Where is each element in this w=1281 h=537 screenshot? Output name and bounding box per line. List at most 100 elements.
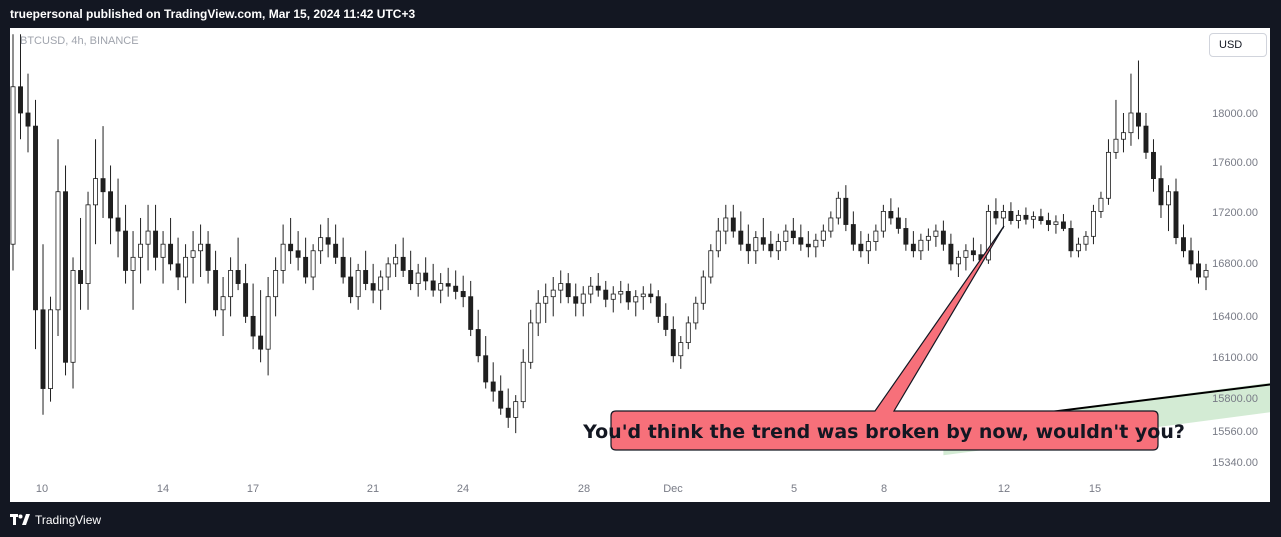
candle-body [1173,191,1179,239]
candle-body [430,280,436,291]
candle-body [18,86,23,114]
candle-body [873,230,879,242]
candle [490,362,496,402]
candle [55,139,61,337]
candle-body [475,329,481,357]
candle [790,217,796,245]
y-tick-label: 17600.00 [1212,157,1258,169]
candle [153,204,159,271]
x-tick-label: 17 [247,483,259,495]
candle [948,233,954,271]
candle [618,280,624,304]
candle [175,237,181,291]
candle [1121,113,1126,153]
candles-layer [10,34,1209,434]
x-tick-label: 12 [998,483,1010,495]
chart-panel[interactable]: 18000.00 17600.00 17200.00 16800.00 16400.00… [10,28,1270,502]
chart-canvas[interactable]: 18000.00 17600.00 17200.00 16800.00 16400.00… [10,28,1270,502]
candle-body [835,197,841,219]
candle [475,309,481,363]
candle [1008,202,1014,225]
candle [1151,139,1156,192]
candle [160,231,166,284]
candle [48,296,53,402]
candle-body [535,302,541,324]
candle [198,224,204,278]
brand-name: TradingView [35,512,102,527]
candle [63,165,68,376]
candle-body [918,239,924,252]
candle [333,224,339,264]
candle [273,257,279,317]
candle-body [963,250,969,258]
candle-body [393,256,399,265]
candle [168,217,174,271]
candle-body [273,270,279,298]
candle-body [813,239,819,248]
candle-body [693,302,699,324]
candle [963,244,969,271]
candle-body [663,315,669,330]
candle-body [190,250,196,258]
candle-body [745,243,751,252]
candle-body [768,243,774,252]
candle [1098,191,1104,218]
price-axis: 18000.00 17600.00 17200.00 16800.00 16400.00… [1212,108,1258,469]
candle-body [655,296,661,317]
candle-body [618,291,624,295]
candle [370,263,376,304]
candle-body [798,237,804,245]
candle [843,185,849,232]
candle [715,217,721,258]
candle-body [648,293,654,298]
candle [865,233,871,264]
candle [318,224,324,264]
candle-body [63,191,68,363]
candle [678,336,684,369]
candle [1023,207,1029,225]
y-tick-label: 15800.00 [1212,393,1258,405]
candle-body [310,250,316,278]
candle [760,217,766,251]
candle-body [498,390,504,409]
candle [265,277,271,376]
y-tick-label: 18000.00 [1212,108,1258,120]
candle-body [78,270,83,284]
candle-body [805,243,811,248]
x-tick-label: 10 [36,483,48,495]
candle [595,273,601,297]
candle-body [790,230,796,239]
candle [295,231,301,271]
candle [603,280,609,308]
candle [1173,178,1179,245]
candle-body [333,243,339,258]
candle-body [460,291,466,298]
candle-body [48,309,53,389]
candle-body [700,276,706,304]
candle [1068,220,1074,258]
candle [745,224,751,264]
candle [543,283,549,323]
candle-body [265,296,271,350]
candle [453,270,459,300]
candle-body [678,342,684,357]
candle [1166,185,1171,232]
candle [933,224,939,247]
candle [610,286,616,313]
candle-body [340,256,346,278]
currency-button[interactable]: USD [1209,33,1267,57]
candle [213,250,219,317]
candle [528,309,534,369]
candle-body [1000,211,1006,219]
candle [138,217,144,284]
candle [115,178,121,258]
candle-body [580,293,586,304]
x-tick-label: 21 [367,483,379,495]
candle-body [828,217,834,232]
candle-body [888,211,894,219]
candle [10,34,16,271]
candle [430,263,436,297]
candle [220,277,226,337]
candle-body [40,309,46,389]
candle [730,204,736,238]
